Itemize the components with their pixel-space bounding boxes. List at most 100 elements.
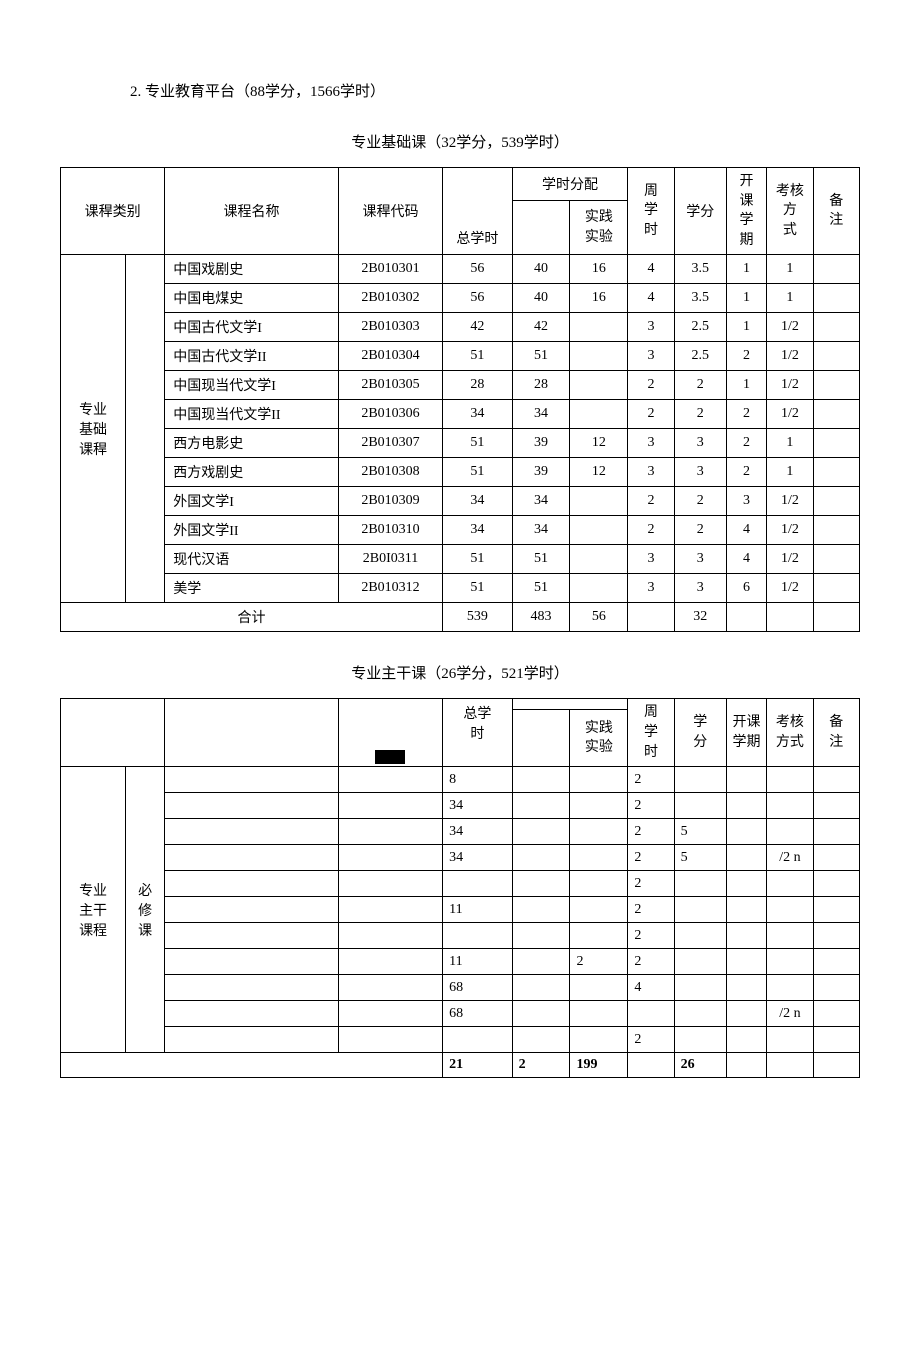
credit-cell: 3: [674, 545, 726, 574]
hours2-cell: [570, 871, 628, 897]
course-code-cell: 2B0I0311: [338, 545, 442, 574]
hours1-cell: [512, 949, 570, 975]
semester-cell: [726, 845, 767, 871]
week-cell: 2: [628, 1027, 674, 1053]
semester-cell: [726, 949, 767, 975]
semester-cell: [726, 975, 767, 1001]
note-cell: [813, 574, 859, 603]
course-name-cell: [165, 975, 339, 1001]
course-name-cell: [165, 1001, 339, 1027]
week-cell: 3: [628, 313, 674, 342]
exam-cell: [767, 975, 813, 1001]
table-row: 中国古代文学II2B010304515132.521/2: [61, 342, 860, 371]
table-row: 3425/2 n: [61, 845, 860, 871]
hours1-cell: [512, 1001, 570, 1027]
th2-practice: 实践实验: [570, 710, 628, 767]
table-row: 中国古代文学I2B010303424232.511/2: [61, 313, 860, 342]
credit-cell: 2.5: [674, 342, 726, 371]
course-code-cell: [338, 923, 442, 949]
note-cell: [813, 313, 859, 342]
th2-category: [61, 699, 165, 767]
th2-total: 总学时: [443, 699, 512, 767]
total-hours-cell: [443, 1027, 512, 1053]
course-code-cell: [338, 975, 442, 1001]
semester-cell: 2: [726, 342, 767, 371]
course-name-cell: 西方戏剧史: [165, 458, 339, 487]
hours1-cell: [512, 975, 570, 1001]
course-name-cell: [165, 949, 339, 975]
credit-cell: 3: [674, 458, 726, 487]
course-code-cell: [338, 949, 442, 975]
th-sem: 开课学期: [726, 168, 767, 255]
exam-cell: 1: [767, 458, 813, 487]
course-name-cell: [165, 897, 339, 923]
course-name-cell: [165, 1027, 339, 1053]
note-cell: [813, 897, 859, 923]
note-cell: [813, 949, 859, 975]
exam-cell: 1/2: [767, 342, 813, 371]
hours2-cell: [570, 897, 628, 923]
course-name-cell: 中国古代文学I: [165, 313, 339, 342]
exam-cell: [767, 793, 813, 819]
hours1-cell: 34: [512, 400, 570, 429]
exam-cell: 1/2: [767, 516, 813, 545]
hours1-cell: 40: [512, 284, 570, 313]
week-cell: 2: [628, 949, 674, 975]
total-empty-cell: [813, 1053, 859, 1078]
exam-cell: 1/2: [767, 400, 813, 429]
course-name-cell: [165, 845, 339, 871]
exam-cell: [767, 767, 813, 793]
note-cell: [813, 284, 859, 313]
credit-cell: [674, 897, 726, 923]
note-cell: [813, 458, 859, 487]
table-row: 2: [61, 923, 860, 949]
hours1-cell: 42: [512, 313, 570, 342]
total-value-cell: [628, 1053, 674, 1078]
course-name-cell: 外国文学II: [165, 516, 339, 545]
week-cell: 2: [628, 793, 674, 819]
table-row: 中国现当代文学I2B01030528282211/2: [61, 371, 860, 400]
week-cell: 2: [628, 845, 674, 871]
total-label-cell: 合计: [61, 603, 443, 632]
course-code-cell: [338, 793, 442, 819]
semester-cell: 2: [726, 429, 767, 458]
course-code-cell: [338, 871, 442, 897]
total-empty-cell: [813, 603, 859, 632]
table-row: 专业主干课程必修课82: [61, 767, 860, 793]
total-value-cell: 2: [512, 1053, 570, 1078]
note-cell: [813, 871, 859, 897]
section-title: 2. 专业教育平台（88学分，1566学时）: [60, 80, 860, 101]
note-cell: [813, 371, 859, 400]
hours1-cell: 34: [512, 487, 570, 516]
course-name-cell: [165, 923, 339, 949]
total-hours-cell: 51: [443, 429, 512, 458]
course-code-cell: [338, 767, 442, 793]
hours2-cell: [570, 1001, 628, 1027]
total-empty-cell: [767, 603, 813, 632]
semester-cell: [726, 897, 767, 923]
course-code-cell: [338, 1027, 442, 1053]
semester-cell: 4: [726, 545, 767, 574]
note-cell: [813, 255, 859, 284]
semester-cell: [726, 1001, 767, 1027]
course-code-cell: 2B010310: [338, 516, 442, 545]
semester-cell: 6: [726, 574, 767, 603]
course-code-cell: 2B010307: [338, 429, 442, 458]
table-row: 68/2 n: [61, 1001, 860, 1027]
credit-cell: [674, 923, 726, 949]
note-cell: [813, 923, 859, 949]
hours1-cell: [512, 923, 570, 949]
credit-cell: [674, 871, 726, 897]
total-value-cell: 199: [570, 1053, 628, 1078]
course-code-cell: 2B010309: [338, 487, 442, 516]
total-value-cell: 483: [512, 603, 570, 632]
subcategory-cell: 必修课: [126, 767, 165, 1053]
total-hours-cell: 56: [443, 255, 512, 284]
hours2-cell: [570, 545, 628, 574]
semester-cell: [726, 819, 767, 845]
th2-credit: 学分: [674, 699, 726, 767]
hours2-cell: [570, 975, 628, 1001]
total-hours-cell: 51: [443, 458, 512, 487]
credit-cell: [674, 793, 726, 819]
note-cell: [813, 767, 859, 793]
